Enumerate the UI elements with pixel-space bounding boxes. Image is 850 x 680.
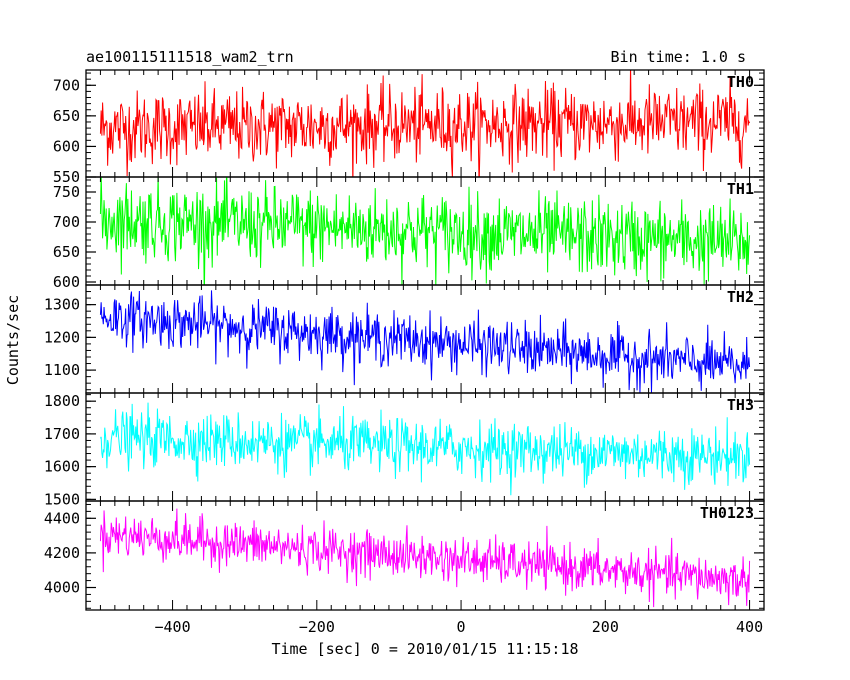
panel-label-th0123: TH0123: [700, 504, 754, 522]
x-tick-label: 400: [736, 618, 763, 636]
y-tick-label: 1600: [44, 458, 80, 476]
y-tick-label: 700: [53, 76, 80, 94]
y-tick-label: 4400: [44, 509, 80, 527]
series-line-th2: [99, 290, 751, 393]
panel-label-th0: TH0: [727, 73, 754, 91]
y-tick-label: 1500: [44, 490, 80, 508]
panel-th2: 1100 1200 1300 TH2: [44, 284, 765, 394]
y-tick-label: 1700: [44, 425, 80, 443]
y-tick-label: 1100: [44, 361, 80, 379]
panel-frame: [85, 500, 765, 611]
y-tick-label: 4000: [44, 579, 80, 597]
y-axis-label: Counts/sec: [4, 295, 22, 385]
panel-label-th2: TH2: [727, 288, 754, 306]
x-axis: −400 −200 0 200 400: [154, 618, 763, 636]
y-tick-label: 650: [53, 243, 80, 261]
y-tick-label: 650: [53, 107, 80, 125]
y-tick-label: 600: [53, 273, 80, 291]
series-line-th0123: [99, 508, 751, 608]
panel-label-th3: TH3: [727, 396, 754, 414]
chart-title: ae100115111518_wam2_trn: [86, 48, 294, 66]
y-tick-label: 550: [53, 168, 80, 186]
y-tick-label: 4200: [44, 544, 80, 562]
series-line-th3: [99, 402, 751, 496]
x-tick-label: −200: [299, 618, 335, 636]
series-line-th0: [99, 70, 751, 177]
x-axis-label: Time [sec] 0 = 2010/01/15 11:15:18: [271, 640, 578, 658]
y-tick-label: 1300: [44, 296, 80, 314]
x-tick-label: −400: [154, 618, 190, 636]
panel-th3: 1500 1600 1700 1800 TH3: [44, 392, 765, 508]
series-line-th1: [99, 177, 751, 285]
y-tick-label: 700: [53, 213, 80, 231]
y-tick-label: 1200: [44, 328, 80, 346]
y-tick-label: 750: [53, 183, 80, 201]
panels-group: 550 600 650 700 TH0 600 650 700 750 TH1 1100 1200 13…: [44, 69, 765, 611]
panel-th0: 550 600 650 700 TH0: [53, 69, 765, 186]
panel-label-th1: TH1: [727, 180, 754, 198]
panel-th1: 600 650 700 750 TH1: [53, 176, 765, 291]
x-tick-label: 200: [592, 618, 619, 636]
y-tick-label: 600: [53, 137, 80, 155]
panel-th0123: 4000 4200 4400 TH0123: [44, 500, 765, 611]
y-tick-label: 1800: [44, 392, 80, 410]
x-tick-label: 0: [457, 618, 466, 636]
bin-time-label: Bin time: 1.0 s: [611, 48, 746, 66]
